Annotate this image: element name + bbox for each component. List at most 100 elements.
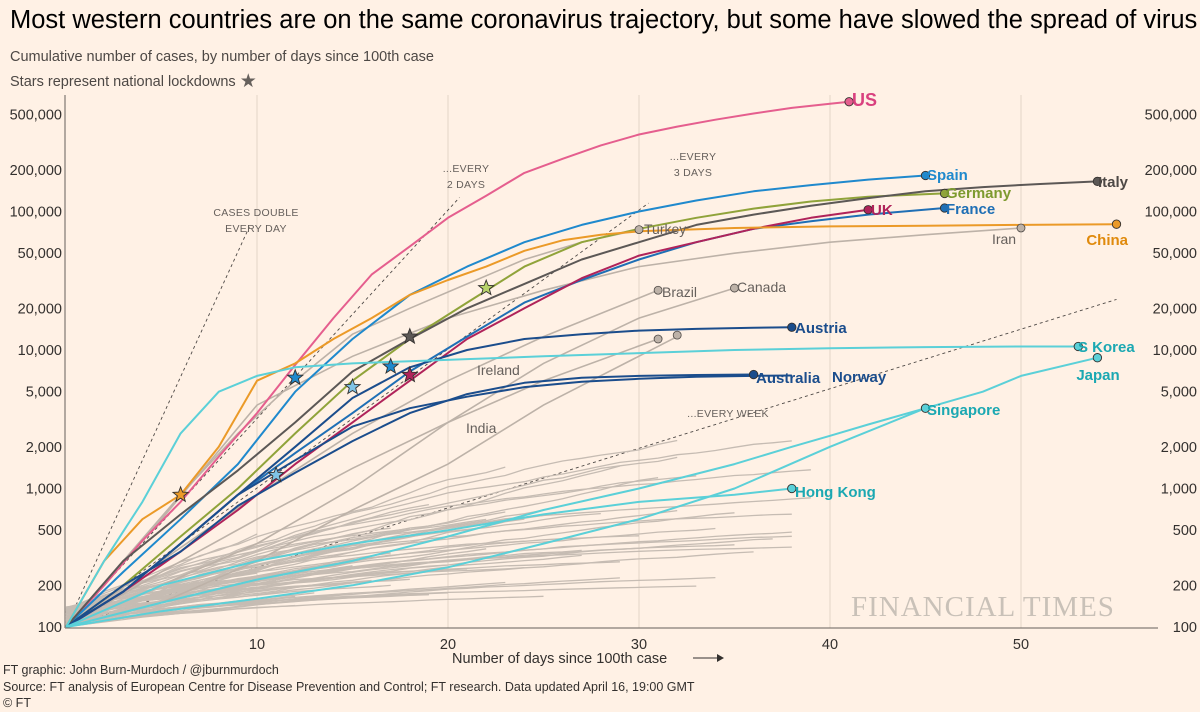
- series-line-singapore: [65, 407, 926, 628]
- gray-end-marker: [634, 225, 644, 235]
- series-label-japan: Japan: [1076, 367, 1119, 384]
- x-tick-label: 20: [440, 637, 456, 653]
- gray-end-marker: [653, 285, 663, 295]
- x-tick-label: 50: [1013, 637, 1029, 653]
- y-tick-label-left: 1,000: [26, 482, 62, 498]
- series-line-italy: [65, 180, 1098, 628]
- series-label-s-korea: S Korea: [1078, 339, 1135, 356]
- lockdown-star: [171, 485, 190, 503]
- lockdown-star: [400, 327, 419, 345]
- gray-label-india: India: [466, 420, 497, 436]
- y-tick-label-right: 200,000: [1145, 163, 1197, 179]
- gray-label-turkey: Turkey: [644, 221, 686, 237]
- lockdown-stars: [171, 278, 496, 503]
- background-country-line: [65, 522, 449, 612]
- y-tick-label-left: 200,000: [10, 163, 62, 179]
- x-axis-title: Number of days since 100th case: [452, 651, 667, 667]
- series-end-marker-austria: [787, 322, 797, 332]
- reference-label: 3 DAYS: [674, 167, 712, 179]
- x-tick-label: 40: [822, 637, 838, 653]
- series-labels: Turkey Iran Brazil Canada Ireland India US Spai…: [466, 90, 1135, 501]
- gray-label-canada: Canada: [737, 279, 786, 295]
- background-country-line: [65, 595, 544, 624]
- gray-end-marker: [1016, 223, 1026, 233]
- gray-end-marker: [653, 334, 663, 344]
- series-label-austria: Austria: [795, 320, 847, 337]
- gray-line-turkey: [65, 228, 640, 628]
- y-tick-label-left: 20,000: [18, 301, 62, 317]
- reference-label: ...EVERY: [670, 151, 717, 163]
- chart-subtitle-lockdowns: Stars represent national lockdowns ★: [10, 70, 257, 93]
- background-country-line: [65, 439, 678, 614]
- y-tick-label-right: 2,000: [1161, 440, 1197, 456]
- gray-label-brazil: Brazil: [662, 284, 697, 300]
- y-tick-label-left: 2,000: [26, 440, 62, 456]
- y-tick-label-left: 10,000: [18, 343, 62, 359]
- y-tick-label-left: 200: [38, 578, 62, 594]
- series-end-marker-japan: [1092, 353, 1103, 363]
- gray-line-canada: [65, 287, 735, 628]
- series-line-uk: [65, 208, 869, 628]
- y-tick-label-right: 20,000: [1153, 301, 1197, 317]
- lockdown-star: [343, 377, 362, 395]
- series-line-hong-kong: [65, 487, 792, 628]
- series-end-marker-singapore: [920, 403, 931, 413]
- gray-label-iran: Iran: [992, 231, 1016, 247]
- lockdown-note: Stars represent national lockdowns: [10, 74, 236, 90]
- lockdown-star: [400, 365, 419, 383]
- reference-label: ...EVERY: [443, 163, 490, 175]
- series-end-marker-italy: [1092, 176, 1103, 187]
- series-label-italy: Italy: [1098, 174, 1129, 191]
- series-end-marker-france: [939, 203, 950, 213]
- series-label-norway: Norway: [832, 369, 887, 386]
- x-tick-label: 30: [631, 637, 647, 653]
- x-axis-arrow-head: [717, 654, 724, 662]
- series-label-france: France: [946, 201, 995, 218]
- series-line-us: [65, 100, 850, 628]
- y-tick-label-right: 100: [1173, 620, 1197, 636]
- series-line-china: [65, 223, 1117, 628]
- gray-end-marker: [730, 283, 739, 293]
- series-end-marker-s-korea: [1073, 341, 1083, 352]
- star-icon: ★: [239, 71, 257, 92]
- x-tick-label: 10: [249, 637, 265, 653]
- reference-label: ...EVERY WEEK: [687, 408, 769, 420]
- y-tick-label-right: 10,000: [1153, 343, 1197, 359]
- y-tick-label-right: 1,000: [1161, 482, 1197, 498]
- series-label-us: US: [852, 90, 877, 110]
- series-label-uk: UK: [871, 202, 893, 219]
- y-tick-label-left: 5,000: [26, 385, 62, 401]
- copyright: © FT: [3, 696, 31, 710]
- y-tick-label-left: 100,000: [10, 205, 62, 221]
- series-end-marker-hong-kong: [787, 483, 797, 494]
- y-tick-label-left: 100: [38, 620, 62, 636]
- series-end-marker-germany: [939, 188, 950, 199]
- series-line-australia: [65, 373, 754, 628]
- y-tick-label-right: 100,000: [1145, 205, 1197, 221]
- reference-line: [65, 202, 649, 628]
- y-tick-label-left: 50,000: [18, 246, 62, 262]
- y-tick-label-right: 50,000: [1153, 246, 1197, 262]
- series-end-marker-spain: [920, 170, 931, 181]
- gray-label-ireland: Ireland: [477, 362, 520, 378]
- series-line-norway: [65, 374, 792, 628]
- y-tick-label-left: 500: [38, 523, 62, 539]
- credit-line: FT graphic: John Burn-Murdoch / @jburnmu…: [3, 663, 279, 677]
- ft-watermark: FINANCIAL TIMES: [851, 591, 1115, 623]
- background-country-line: [65, 456, 678, 610]
- chart-title: Most western countries are on the same c…: [10, 6, 1198, 34]
- series-label-china: China: [1086, 232, 1128, 249]
- reference-line: [65, 226, 250, 628]
- gray-line-india: [65, 335, 678, 628]
- y-tick-label-right: 5,000: [1161, 385, 1197, 401]
- series-label-australia: Australia: [756, 370, 821, 387]
- series-end-marker-us: [844, 97, 854, 107]
- chart-subtitle: Cumulative number of cases, by number of…: [10, 49, 434, 65]
- reference-label: CASES DOUBLE: [213, 207, 298, 219]
- highlighted-countries: [65, 100, 1117, 628]
- series-line-japan: [65, 356, 1098, 628]
- y-tick-label-left: 500,000: [10, 108, 62, 124]
- series-end-marker-uk: [863, 205, 873, 215]
- axes: 10 20 30 40 50 100 100 200 200 500 500 1,000 1,000 2,…: [10, 95, 1197, 667]
